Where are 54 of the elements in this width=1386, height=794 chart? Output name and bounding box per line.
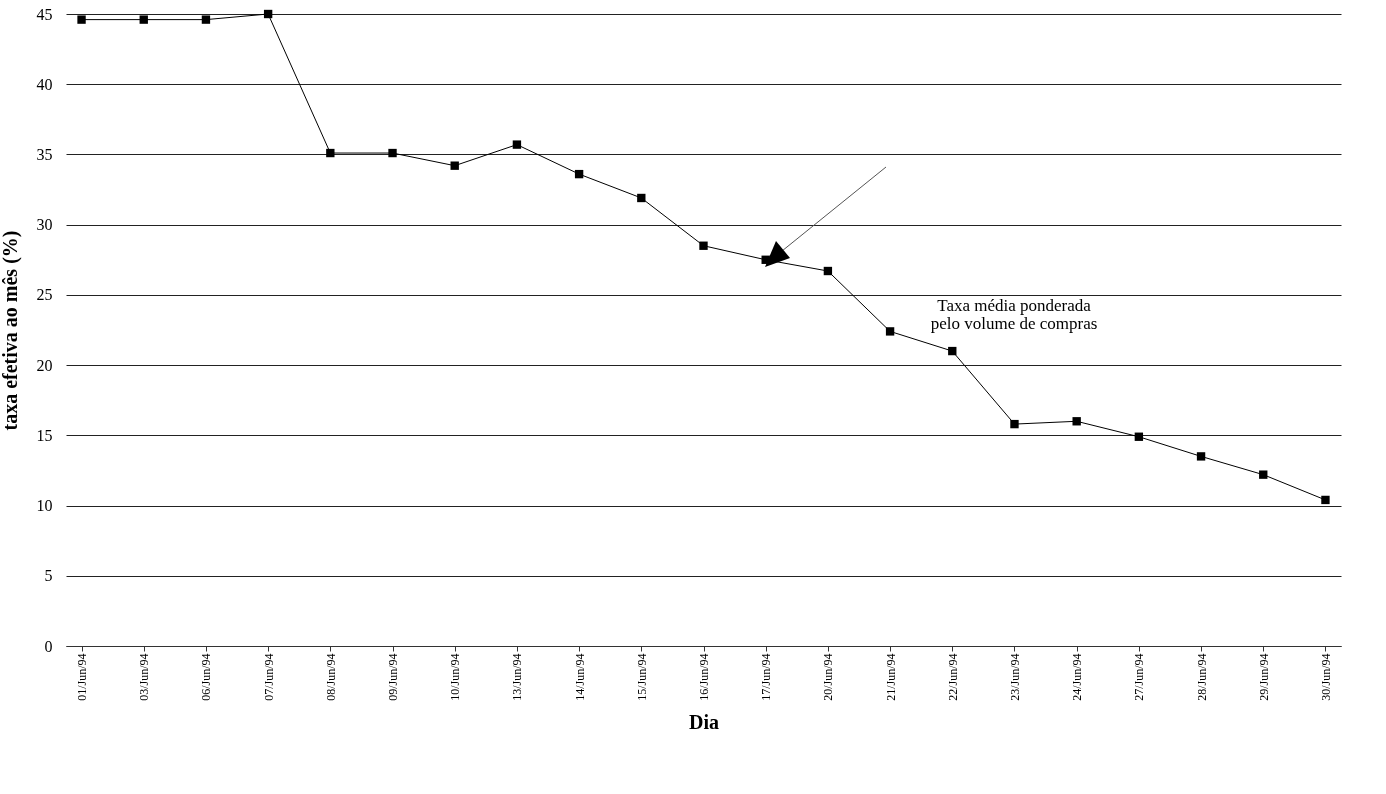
x-tick-label: 13/Jun/94 xyxy=(510,653,525,701)
y-tick-label: 30 xyxy=(36,216,53,234)
point xyxy=(139,15,148,24)
x-tick-label: 28/Jun/94 xyxy=(1194,653,1209,701)
point xyxy=(885,327,895,336)
point xyxy=(699,241,708,250)
y-axis-title: taxa efetiva ao mês (%) xyxy=(0,230,22,431)
x-tick-label: 03/Jun/94 xyxy=(137,653,152,701)
x-tick-label: 07/Jun/94 xyxy=(261,653,276,701)
y-tick-label: 5 xyxy=(44,567,53,585)
annotation: Taxa média ponderada pelo volume de compras xyxy=(930,296,1098,333)
point xyxy=(1259,470,1268,479)
x-tick-label: 20/Jun/94 xyxy=(821,653,836,701)
point xyxy=(1321,495,1330,505)
point xyxy=(1010,419,1019,429)
point xyxy=(1196,452,1206,461)
y-tick-label: 45 xyxy=(36,5,53,23)
point xyxy=(450,161,459,170)
x-tick-label: 01/Jun/94 xyxy=(75,653,90,701)
y-tick-label: 40 xyxy=(36,75,53,93)
y-tick-label: 25 xyxy=(36,286,53,304)
x-tick-label: 21/Jun/94 xyxy=(883,653,898,701)
x-tick-label: 22/Jun/94 xyxy=(945,653,960,701)
y-tick-label: 0 xyxy=(44,637,53,655)
point xyxy=(1134,432,1144,441)
x-tick-label: 06/Jun/94 xyxy=(199,653,214,701)
x-tick-label: 29/Jun/94 xyxy=(1256,653,1271,701)
x-tick-label: 15/Jun/94 xyxy=(634,653,649,701)
x-tick-label: 30/Jun/94 xyxy=(1318,653,1333,701)
point xyxy=(326,148,335,158)
x-tick-label: 17/Jun/94 xyxy=(759,653,774,701)
point xyxy=(512,140,522,149)
x-tick-label: 08/Jun/94 xyxy=(323,653,338,701)
x-tick-label: 09/Jun/94 xyxy=(386,653,401,701)
y-tick-label: 35 xyxy=(36,145,53,163)
point xyxy=(574,169,584,179)
x-tick-label: 14/Jun/94 xyxy=(572,653,587,701)
y-tick-label: 10 xyxy=(36,497,53,515)
point xyxy=(263,9,273,19)
point xyxy=(637,193,646,203)
point xyxy=(388,148,397,158)
x-tick-label: 16/Jun/94 xyxy=(697,653,711,701)
y-tick-label: 15 xyxy=(36,426,53,444)
point xyxy=(77,15,86,24)
point xyxy=(201,15,211,24)
point xyxy=(823,266,833,276)
point xyxy=(1072,417,1081,426)
x-tick-label: 23/Jun/94 xyxy=(1007,653,1022,701)
point xyxy=(948,346,957,356)
x-tick-label: 10/Jun/94 xyxy=(448,653,463,701)
x-tick-label: 24/Jun/94 xyxy=(1070,653,1085,701)
x-tick-label: 27/Jun/94 xyxy=(1132,653,1147,701)
y-tick-label: 20 xyxy=(36,356,53,374)
x-axis-title: Dia xyxy=(689,710,719,733)
